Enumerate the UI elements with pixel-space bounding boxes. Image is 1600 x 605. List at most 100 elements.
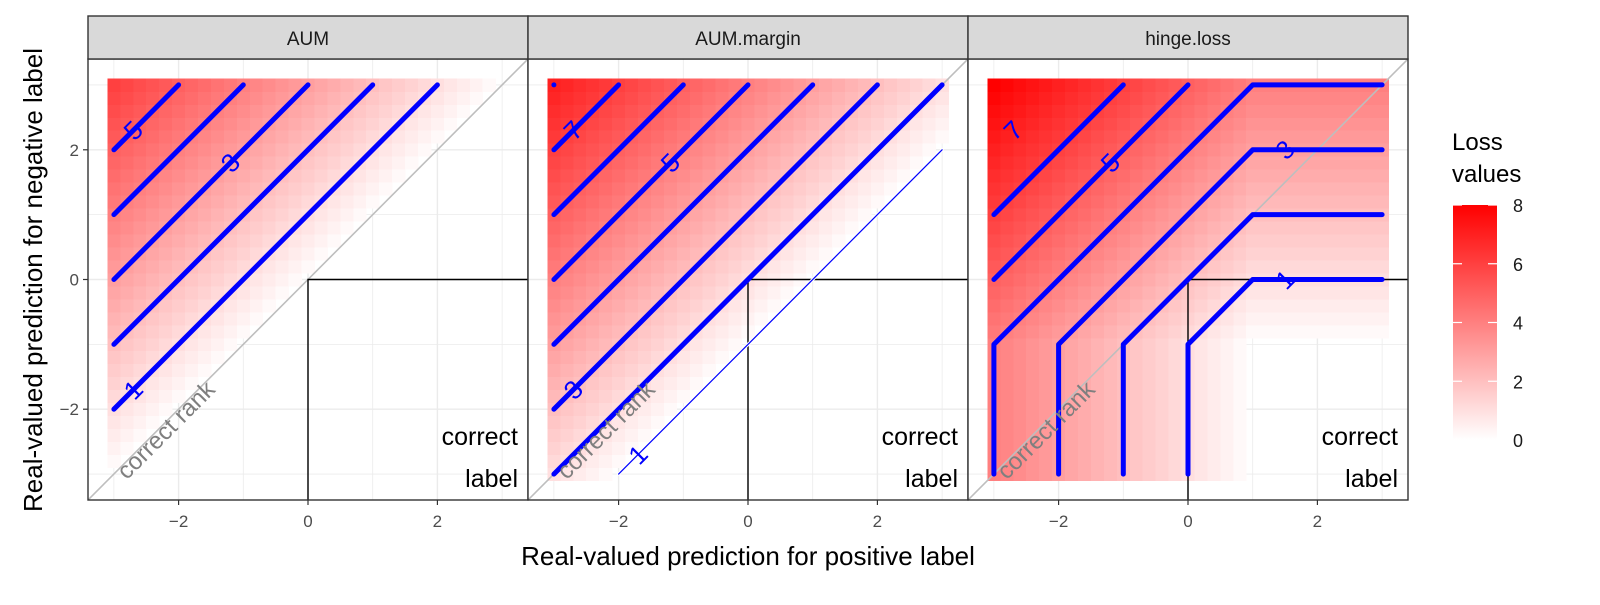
heatmap-tile: [1168, 195, 1182, 209]
heatmap-tile: [1272, 117, 1286, 131]
heatmap-tile: [1285, 91, 1299, 105]
heatmap-tile: [301, 195, 315, 209]
heatmap-tile: [120, 143, 134, 157]
heatmap-tile: [599, 260, 613, 274]
heatmap-tile: [1103, 311, 1118, 326]
heatmap-tile: [1078, 324, 1092, 339]
heatmap-tile: [1026, 143, 1040, 157]
heatmap-tile: [120, 441, 134, 455]
heatmap-tiles: [547, 78, 949, 481]
heatmap-tile: [172, 260, 186, 274]
heatmap-tile: [612, 454, 626, 468]
heatmap-tile: [1310, 221, 1325, 235]
heatmap-tile: [741, 104, 755, 118]
heatmap-tile: [1375, 104, 1389, 118]
heatmap-tile: [1259, 298, 1273, 313]
heatmap-tile: [301, 247, 315, 261]
heatmap-tile: [1129, 285, 1144, 300]
heatmap-tile: [599, 363, 613, 378]
heatmap-tile: [1052, 298, 1066, 313]
heatmap-tile: [301, 182, 315, 196]
heatmap-tile: [1142, 285, 1157, 300]
contour-line-level-5: [111, 82, 182, 153]
heatmap-tile: [1207, 324, 1221, 339]
heatmap-tile: [249, 298, 264, 313]
heatmap-tile: [586, 441, 600, 455]
heatmap-tile: [1207, 130, 1221, 144]
heatmap-tile: [1168, 143, 1182, 157]
heatmap-tile: [249, 311, 264, 326]
heatmap-tile: [249, 169, 264, 183]
heatmap-tile: [689, 143, 704, 157]
facet-strip: [527, 15, 969, 60]
heatmap-tile: [987, 298, 1001, 313]
heatmap-tile: [676, 389, 691, 404]
heatmap-tile: [883, 78, 898, 92]
heatmap-tile: [159, 195, 173, 209]
heatmap-tile: [366, 104, 380, 118]
heatmap-tile: [262, 234, 277, 248]
heatmap-tile: [1310, 104, 1325, 118]
heatmap-tile: [172, 234, 186, 248]
heatmap-tile: [275, 221, 289, 235]
heatmap-tile: [1233, 298, 1247, 313]
heatmap-tile: [767, 221, 781, 235]
heatmap-tile: [1298, 91, 1312, 105]
heatmap-tile: [120, 285, 134, 300]
heatmap-tile: [146, 156, 160, 170]
heatmap-tile: [1090, 143, 1105, 157]
heatmap-tile: [1194, 376, 1208, 391]
x-tick-label: −2: [169, 512, 188, 531]
heatmap-tile: [599, 104, 613, 118]
heatmap-tile: [159, 273, 173, 287]
heatmap-tile: [146, 78, 160, 92]
heatmap-tile: [754, 91, 768, 105]
heatmap-tile: [1194, 454, 1208, 468]
heatmap-tile: [625, 247, 639, 261]
heatmap-tile: [987, 78, 1001, 92]
heatmap-tile: [198, 130, 212, 144]
heatmap-tile: [625, 117, 639, 131]
heatmap-tile: [172, 363, 186, 378]
heatmap-tile: [133, 324, 147, 339]
heatmap-tile: [418, 104, 432, 118]
heatmap-tile: [1285, 247, 1299, 261]
heatmap-tile: [379, 156, 393, 170]
heatmap-tile: [599, 182, 613, 196]
heatmap-tile: [715, 285, 729, 300]
heatmap-tile: [1078, 415, 1092, 430]
heatmap-tile: [754, 285, 768, 300]
heatmap-tile: [392, 156, 406, 170]
heatmap-tile: [1375, 221, 1389, 235]
heatmap-tile: [1259, 247, 1273, 261]
heatmap-tile: [249, 91, 264, 105]
heatmap-tile: [1116, 260, 1131, 274]
heatmap-tile: [1103, 143, 1118, 157]
heatmap-tile: [1078, 273, 1092, 287]
heatmap-tile: [1168, 117, 1182, 131]
heatmap-tile: [1168, 130, 1182, 144]
heatmap-tile: [625, 91, 639, 105]
heatmap-tile: [1155, 415, 1169, 430]
heatmap-tile: [1013, 156, 1027, 170]
heatmap-tile: [1026, 182, 1040, 196]
heatmap-tile: [573, 337, 587, 352]
heatmap-tile: [1052, 156, 1066, 170]
heatmap-tile: [288, 143, 302, 157]
heatmap-tile: [456, 104, 471, 118]
heatmap-tile: [612, 285, 626, 300]
heatmap-tile: [392, 91, 406, 105]
heatmap-tile: [1103, 324, 1118, 339]
heatmap-tile: [612, 415, 626, 430]
heatmap-tile: [689, 91, 704, 105]
heatmap-tile: [1103, 169, 1118, 183]
heatmap-tile: [586, 143, 600, 157]
heatmap-tile: [366, 91, 380, 105]
heatmap-tile: [702, 285, 717, 300]
heatmap-tile: [1155, 285, 1169, 300]
heatmap-tile: [819, 169, 833, 183]
heatmap-tile: [1323, 247, 1338, 261]
heatmap-tile: [223, 195, 238, 209]
heatmap-tile: [120, 415, 134, 430]
heatmap-tile: [1272, 169, 1286, 183]
